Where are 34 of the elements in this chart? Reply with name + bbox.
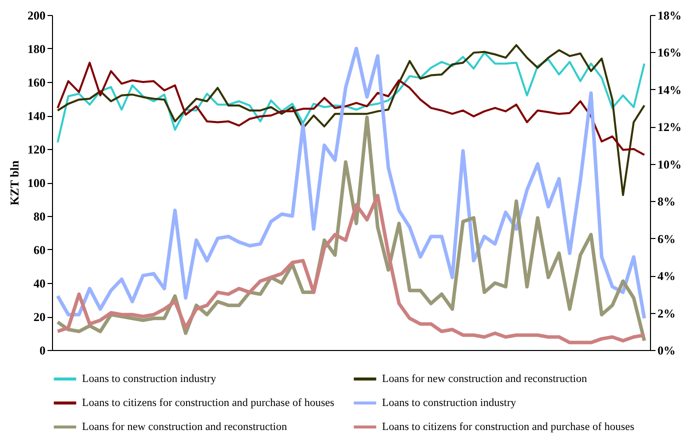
line-series bbox=[56, 116, 646, 342]
y-tick-label: 20 bbox=[34, 310, 46, 324]
y-tick-label: 80 bbox=[34, 210, 46, 224]
line-series bbox=[56, 44, 646, 196]
y-tick-label: 200 bbox=[28, 8, 46, 22]
legend-label: Loans to construction industry bbox=[382, 397, 517, 409]
legend-label: Loans for new construction and reconstruction bbox=[82, 421, 288, 433]
y-tick-label: 160 bbox=[28, 76, 46, 90]
line-series bbox=[56, 62, 646, 156]
y2-tick-label: 6% bbox=[658, 232, 676, 246]
legend-label: Loans to citizens for construction and purchase of houses bbox=[382, 421, 634, 433]
y-tick-label: 100 bbox=[28, 176, 46, 190]
y-tick-label: 40 bbox=[34, 276, 46, 290]
y2-tick-label: 0% bbox=[658, 344, 676, 358]
y2-tick-label: 8% bbox=[658, 194, 676, 209]
line-series bbox=[56, 52, 646, 144]
y-tick-label: 60 bbox=[34, 243, 46, 257]
y2-tick-label: 2% bbox=[658, 306, 676, 320]
y2-tick-label: 4% bbox=[658, 269, 676, 284]
line-series bbox=[56, 46, 646, 320]
y-axis-title: KZT bln bbox=[8, 160, 22, 206]
y2-tick-label: 12% bbox=[658, 120, 682, 134]
y-tick-label: 140 bbox=[28, 109, 46, 123]
y2-tick-label: 18% bbox=[658, 8, 682, 22]
legend-label: Loans to construction industry bbox=[82, 373, 217, 385]
y-tick-label: 0 bbox=[40, 344, 46, 358]
y2-tick-label: 16% bbox=[658, 46, 682, 60]
legend-label: Loans for new construction and reconstruction bbox=[382, 373, 588, 385]
y-tick-label: 120 bbox=[28, 142, 46, 156]
y2-tick-label: 14% bbox=[658, 82, 682, 97]
y2-tick-label: 10% bbox=[658, 157, 682, 172]
y-tick-label: 180 bbox=[28, 42, 46, 56]
legend-label: Loans to citizens for construction and purchase of houses bbox=[82, 397, 334, 409]
line-series bbox=[56, 194, 646, 344]
